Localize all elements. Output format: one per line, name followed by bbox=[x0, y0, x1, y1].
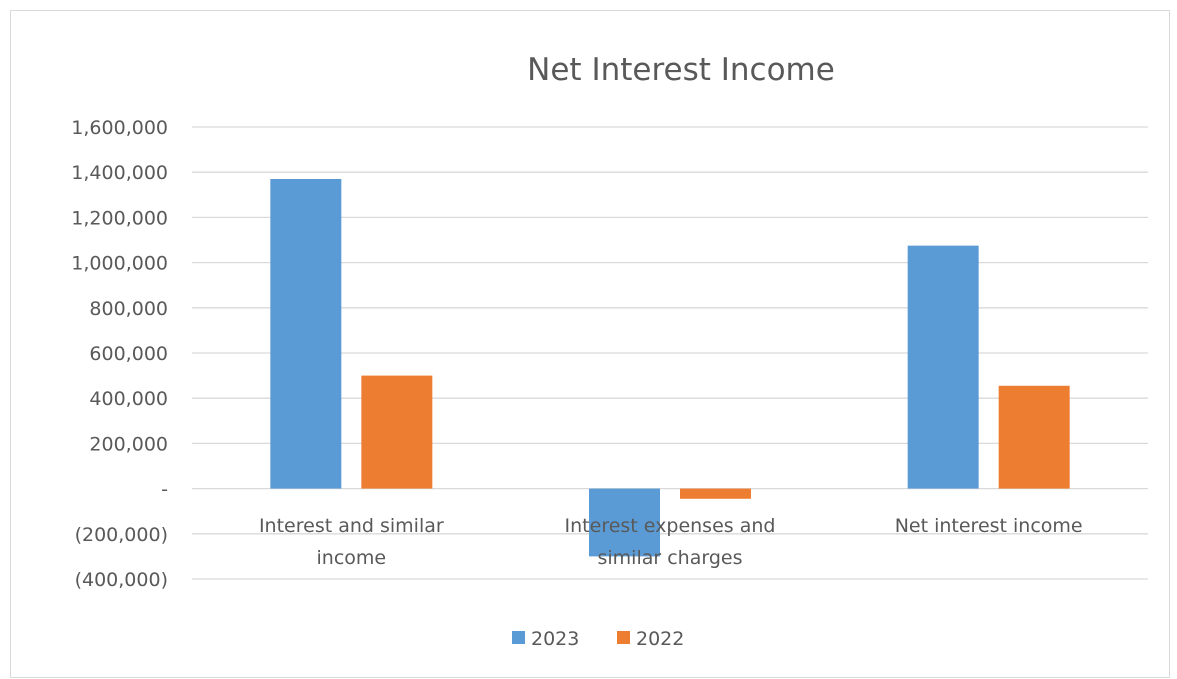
bar-2022 bbox=[680, 488, 751, 499]
category-label: Net interest income bbox=[895, 515, 1083, 537]
y-tick-label: 400,000 bbox=[89, 388, 168, 410]
bar-2023 bbox=[270, 178, 342, 489]
gridlines bbox=[192, 126, 1148, 580]
y-tick-label: (200,000) bbox=[75, 524, 168, 546]
legend-label: 2022 bbox=[636, 628, 684, 650]
legend-label: 2023 bbox=[531, 628, 579, 650]
legend: 2023 2022 bbox=[512, 628, 684, 650]
y-tick-label: 1,600,000 bbox=[71, 117, 168, 139]
bar-2023 bbox=[589, 488, 660, 557]
category-label: Interest expenses and bbox=[565, 515, 776, 537]
y-tick-label: 800,000 bbox=[89, 298, 168, 320]
legend-swatch-2023 bbox=[512, 631, 525, 644]
bars bbox=[270, 178, 1070, 557]
bar-2023 bbox=[907, 245, 979, 489]
y-axis-tick-labels: 1,600,000 1,400,000 1,200,000 1,000,000 800,… bbox=[71, 117, 168, 591]
legend-swatch-2022 bbox=[617, 631, 630, 644]
bar-2022 bbox=[361, 375, 433, 489]
category-label: income bbox=[317, 547, 387, 569]
y-tick-label: (400,000) bbox=[75, 569, 168, 591]
y-tick-label: 1,000,000 bbox=[71, 253, 168, 275]
y-tick-label: 600,000 bbox=[89, 343, 168, 365]
category-label: Interest and similar bbox=[259, 515, 444, 537]
y-tick-label: - bbox=[161, 479, 168, 501]
y-tick-label: 200,000 bbox=[89, 433, 168, 455]
y-tick-label: 1,200,000 bbox=[71, 207, 168, 229]
chart-title: Net Interest Income bbox=[527, 52, 835, 88]
category-label: similar charges bbox=[598, 547, 743, 569]
bar-2022 bbox=[998, 385, 1070, 489]
y-tick-label: 1,400,000 bbox=[71, 162, 168, 184]
category-labels: Interest and similar income Interest expen… bbox=[259, 515, 1083, 569]
